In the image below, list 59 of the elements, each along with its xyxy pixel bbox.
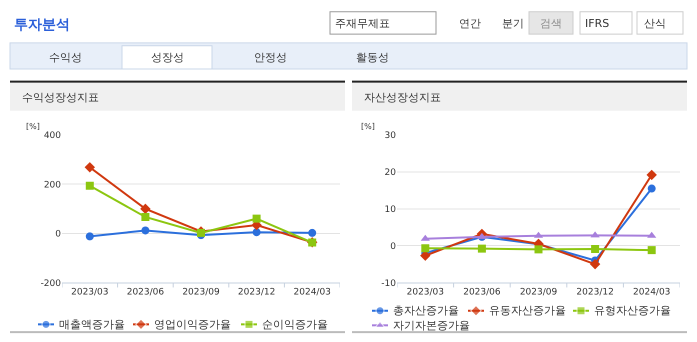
point (84, 162, 95, 172)
point (534, 245, 542, 254)
chart-title: 수익성장성지표 (22, 91, 99, 104)
legend-label: 영업이익증가율 (154, 318, 231, 331)
point (591, 245, 600, 254)
text: 활동성 (356, 51, 389, 64)
y-tick-label: 0 (390, 242, 396, 252)
point (646, 170, 657, 180)
text: 성장성 (151, 51, 184, 64)
x-tick-label: 2024/03 (294, 287, 331, 298)
x-tick-label: 2024/03 (633, 287, 670, 298)
x-tick-label: 2023/06 (463, 287, 501, 298)
point (252, 228, 261, 236)
text: 투자분석 (14, 17, 70, 33)
legend-label: 총자산증가율 (393, 304, 459, 317)
text: 안정성 (254, 51, 287, 64)
y-axis-title: [%] (26, 122, 40, 131)
y-tick-label: 20 (384, 168, 396, 178)
x-tick-label: 2023/09 (182, 287, 220, 298)
point (421, 244, 430, 252)
text: 연간 (459, 17, 481, 30)
legend-label: 매출액증가율 (59, 318, 125, 331)
text: 검색 (540, 17, 562, 30)
point (140, 204, 151, 214)
text: 주재무제표 (335, 17, 390, 30)
point (308, 228, 316, 237)
point (141, 226, 150, 234)
text: 수익성 (49, 51, 82, 64)
y-tick-label: -200 (40, 278, 62, 289)
x-tick-label: 2023/09 (520, 287, 558, 298)
point (86, 182, 94, 190)
text: 분기 (502, 17, 524, 30)
point (648, 184, 656, 193)
y-tick-label: 30 (384, 131, 396, 142)
x-tick-label: 2023/03 (71, 287, 108, 298)
legend-label: 순이익증가율 (262, 318, 328, 331)
legend-label: 유동자산증가율 (489, 304, 566, 317)
y-tick-label: 200 (44, 180, 62, 190)
y-tick-label: 10 (384, 204, 396, 215)
point (197, 228, 205, 237)
point (86, 232, 94, 240)
point (478, 244, 486, 253)
x-tick-label: 2023/12 (576, 287, 614, 298)
text: IFRS (585, 17, 610, 30)
point (141, 212, 150, 221)
point (252, 214, 261, 223)
y-tick-label: 400 (44, 131, 62, 142)
legend-label: 자기자본증가율 (393, 319, 470, 332)
x-tick-label: 2023/06 (126, 287, 164, 298)
y-axis-title: [%] (361, 122, 375, 131)
y-tick-label: -10 (381, 278, 396, 289)
chart-title: 자산성장성지표 (364, 91, 441, 104)
point (590, 258, 600, 270)
text: 산식 (644, 17, 666, 30)
y-tick-label: 0 (55, 230, 62, 240)
x-tick-label: 2023/12 (238, 287, 276, 298)
legend-label: 유형자산증가율 (594, 304, 671, 317)
point (648, 246, 656, 254)
x-tick-label: 2023/03 (406, 287, 444, 298)
